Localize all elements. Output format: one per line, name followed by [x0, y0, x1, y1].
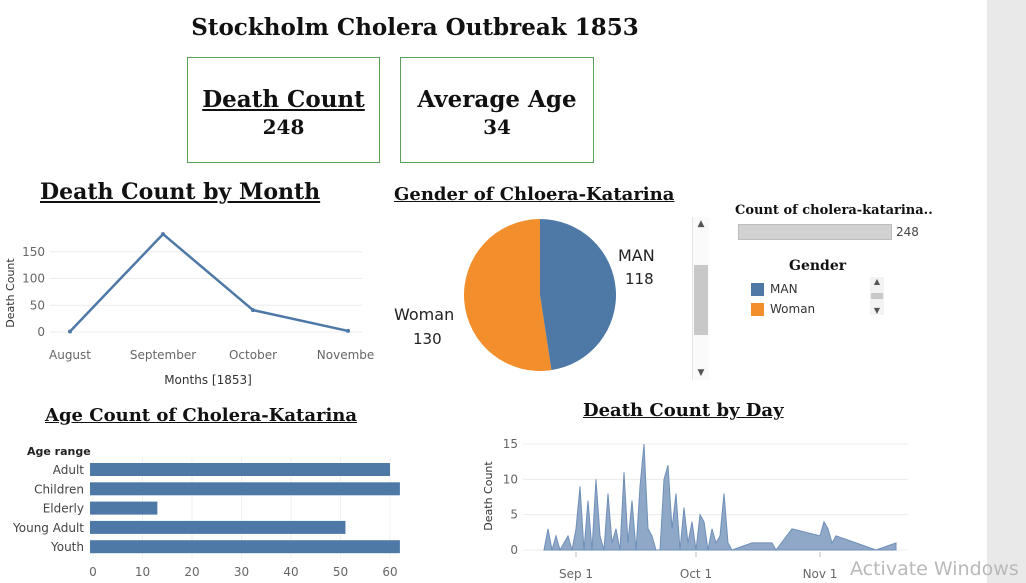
y-tick-label: 0 [37, 325, 45, 339]
legend-scroll-up-icon[interactable]: ▲ [873, 277, 881, 286]
age-x-ticks: 0 10 20 30 40 50 60 [89, 565, 397, 579]
daily-area[interactable] [543, 443, 897, 552]
pie-value-woman: 130 [413, 330, 442, 348]
gender-legend[interactable]: MAN Woman [751, 279, 891, 319]
age-bar-children[interactable] [90, 482, 400, 496]
x-tick-label: 50 [333, 565, 348, 579]
count-value: 248 [896, 225, 919, 239]
y-tick-label: 10 [503, 472, 518, 486]
average-age-label: Average Age [417, 86, 577, 113]
age-chart-title: Age Count of Cholera-Katarina [45, 405, 358, 426]
x-tick-label: 40 [283, 565, 298, 579]
daily-area-chart[interactable]: 0 5 10 15 Sep 1 Oct 1 Nov 1 Death Count [478, 430, 918, 583]
x-tick-label: 0 [89, 565, 97, 579]
age-bars[interactable] [90, 463, 400, 554]
death-count-label[interactable]: Death Count [202, 86, 365, 113]
count-bar-track [738, 224, 892, 240]
y-tick-label: 5 [510, 508, 518, 522]
death-count-card[interactable]: Death Count 248 [187, 57, 380, 163]
death-count-value: 248 [262, 115, 305, 139]
legend-scrollbar[interactable]: ▲ ▼ [870, 277, 884, 315]
windows-activation-watermark: Activate Windows [850, 558, 1019, 580]
age-label-adult: Adult [53, 463, 85, 477]
age-label-children: Children [34, 482, 84, 496]
pie-slice-woman[interactable] [464, 219, 552, 371]
legend-scroll-thumb[interactable] [871, 293, 883, 299]
x-tick-label-october: October [229, 348, 277, 362]
x-tick-label: Oct 1 [680, 567, 712, 581]
gender-chart-title: Gender of Chloera-Katarina [394, 184, 675, 205]
daily-x-ticks: Sep 1 Oct 1 Nov 1 [559, 552, 837, 581]
x-tick-label-august: August [49, 348, 91, 362]
month-point-august[interactable] [68, 329, 72, 334]
month-point-november[interactable] [346, 328, 350, 333]
monthly-y-ticks: 0 50 100 150 [22, 245, 45, 339]
x-tick-label: 30 [234, 565, 249, 579]
monthly-series-line[interactable] [69, 232, 349, 333]
y-tick-label: 100 [22, 272, 45, 286]
age-bar-elderly[interactable] [90, 501, 158, 515]
daily-y-axis-label: Death Count [482, 461, 495, 531]
monthly-x-axis-label: Months [1853] [164, 373, 252, 387]
y-tick-label: 50 [30, 298, 45, 312]
dashboard-title: Stockholm Cholera Outbreak 1853 [191, 14, 639, 41]
pie-slice-man[interactable] [540, 219, 617, 371]
legend-title: Gender [789, 258, 847, 274]
pie-label-woman: Woman [394, 305, 454, 324]
daily-chart-title: Death Count by Day [583, 400, 784, 421]
age-label-elderly: Elderly [43, 502, 84, 516]
y-tick-label: 0 [510, 543, 518, 557]
scroll-down-icon[interactable]: ▼ [697, 368, 705, 378]
legend-label-woman: Woman [770, 302, 816, 316]
age-bar-youth[interactable] [90, 540, 400, 554]
monthly-y-axis-label: Death Count [4, 258, 17, 328]
y-tick-label: 150 [22, 245, 45, 259]
legend-item-man[interactable]: MAN [751, 279, 891, 299]
x-tick-label: 60 [382, 565, 397, 579]
age-category-labels: Adult Children Elderly Young Adult Youth [12, 463, 84, 554]
count-bar[interactable] [738, 224, 892, 240]
pie-scrollbar[interactable]: ▲ ▼ [692, 217, 709, 380]
pie-value-man: 118 [625, 270, 654, 288]
monthly-gridlines [50, 251, 362, 333]
daily-y-ticks: 0 5 10 15 [503, 437, 518, 557]
scroll-thumb[interactable] [694, 265, 708, 335]
legend-swatch-man [751, 282, 764, 296]
gender-pie-chart[interactable]: MAN 118 Woman 130 [390, 210, 690, 385]
age-range-header: Age range [27, 445, 91, 458]
x-tick-label: 10 [135, 565, 150, 579]
x-tick-label: Sep 1 [559, 567, 593, 581]
x-tick-label: Nov 1 [803, 567, 838, 581]
month-point-october[interactable] [251, 308, 255, 313]
scroll-up-icon[interactable]: ▲ [697, 219, 705, 229]
month-point-september[interactable] [161, 232, 165, 237]
age-bar-chart[interactable]: Age range Adult Children Elderly Young Adul… [0, 440, 420, 583]
legend-scroll-down-icon[interactable]: ▼ [873, 306, 881, 315]
x-tick-label: 20 [184, 565, 199, 579]
monthly-x-ticks: August September October November [49, 348, 375, 362]
legend-label-man: MAN [770, 282, 798, 296]
age-bar-young-adult[interactable] [90, 520, 346, 534]
legend-swatch-woman [751, 302, 764, 316]
y-tick-label: 15 [503, 437, 518, 451]
average-age-value: 34 [483, 115, 511, 139]
age-bar-adult[interactable] [90, 463, 390, 476]
count-title: Count of cholera-katarina.. [735, 203, 933, 218]
average-age-card[interactable]: Average Age 34 [400, 57, 594, 163]
pie-label-man: MAN [618, 246, 655, 265]
age-label-youth: Youth [50, 540, 84, 554]
x-tick-label-november: November [317, 348, 375, 362]
x-tick-label-september: September [130, 348, 196, 362]
monthly-points [68, 232, 350, 334]
legend-item-woman[interactable]: Woman [751, 299, 891, 319]
right-side-panel [987, 0, 1026, 583]
monthly-chart-title: Death Count by Month [40, 179, 321, 205]
monthly-line-chart[interactable]: 0 50 100 150 August September October November… [0, 215, 375, 395]
age-label-young-adult: Young Adult [12, 521, 84, 535]
